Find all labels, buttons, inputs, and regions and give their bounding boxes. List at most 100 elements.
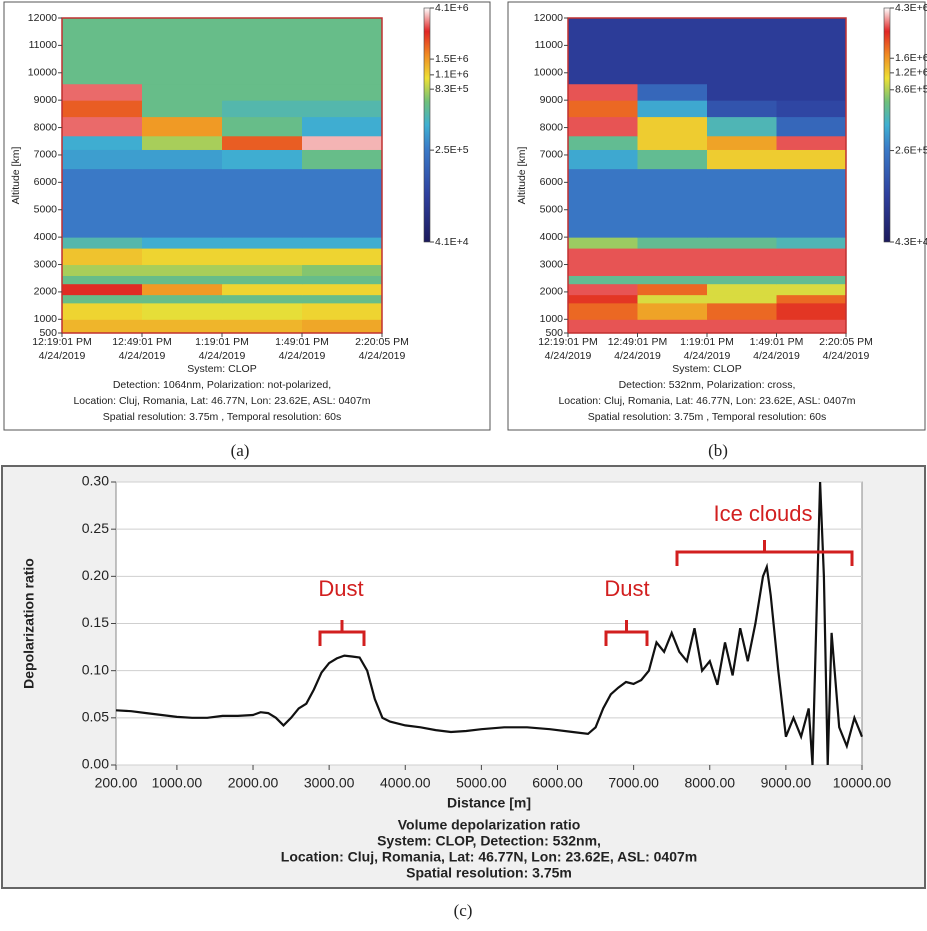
annotation-bracket	[604, 620, 649, 646]
heat-cell	[222, 100, 303, 118]
heat-cell	[222, 294, 303, 304]
heat-cell	[637, 237, 708, 249]
x-tick-label: 12:19:01 PM	[32, 336, 92, 348]
x-tick-label: 1:19:01 PM	[680, 336, 734, 348]
annotation: Dust	[604, 576, 649, 601]
x-tick-date: 4/24/2019	[545, 350, 592, 362]
caption: Detection: 1064nm, Polarization: not-pol…	[113, 379, 331, 391]
heat-cell	[62, 135, 143, 150]
heat-cell	[62, 149, 143, 170]
colorbar-tick-label: 4.3E+4	[895, 236, 927, 248]
heat-cell	[637, 18, 708, 85]
heat-cell	[62, 248, 143, 266]
heat-cell	[142, 168, 223, 238]
heat-cell	[776, 100, 847, 118]
heat-cell	[222, 264, 303, 276]
heat-cell	[637, 275, 708, 285]
heat-cell	[707, 237, 777, 249]
heat-cell	[637, 248, 708, 266]
heat-cell	[142, 135, 223, 150]
heat-cell	[142, 264, 223, 276]
heat-cell	[222, 302, 303, 320]
heat-cell	[62, 294, 143, 304]
annotation: Dust	[318, 576, 363, 601]
heat-cell	[776, 149, 847, 170]
heat-cell	[222, 319, 303, 334]
heat-cell	[222, 275, 303, 285]
y-tick-label: 3000	[540, 258, 564, 270]
x-tick-label: 7000.00	[608, 775, 659, 791]
x-tick-date: 4/24/2019	[279, 350, 326, 362]
y-tick-label: 11000	[535, 39, 564, 51]
heat-cell	[142, 275, 223, 285]
heat-cell	[568, 237, 638, 249]
y-tick-label: 12000	[534, 12, 563, 24]
heat-cell	[142, 302, 223, 320]
x-tick-label: 1:49:01 PM	[750, 336, 804, 348]
y-tick-label: 0.30	[82, 473, 109, 489]
x-tick-date: 4/24/2019	[823, 350, 870, 362]
heat-cell	[142, 294, 223, 304]
colorbar-tick-label: 1.2E+6	[895, 67, 927, 79]
annotation-bracket	[675, 540, 854, 566]
y-tick-label: 4000	[540, 231, 564, 243]
heat-cell	[707, 116, 777, 137]
y-tick-label: 2000	[540, 286, 564, 298]
heat-cell	[62, 168, 143, 238]
y-tick-label: 11000	[29, 39, 58, 51]
y-tick-label: 10000	[28, 67, 57, 79]
x-tick-date: 4/24/2019	[684, 350, 731, 362]
heat-cell	[707, 83, 777, 101]
y-tick-label: 9000	[34, 94, 58, 106]
x-tick-date: 4/24/2019	[614, 350, 661, 362]
heat-cell	[222, 135, 303, 150]
y-tick-label: 5000	[540, 204, 564, 216]
x-tick-date: 4/24/2019	[39, 350, 86, 362]
caption: Spatial resolution: 3.75m , Temporal res…	[103, 411, 342, 423]
caption: Location: Cluj, Romania, Lat: 46.77N, Lo…	[281, 849, 697, 865]
heat-cell	[776, 264, 847, 276]
heat-cell	[776, 116, 847, 137]
y-tick-label: 6000	[34, 176, 58, 188]
heat-cell	[637, 83, 708, 101]
y-tick-label: 2000	[34, 286, 58, 298]
x-tick-label: 12:49:01 PM	[112, 336, 172, 348]
x-tick-date: 4/24/2019	[753, 350, 800, 362]
colorbar-tick-label: 2.5E+5	[435, 144, 469, 156]
heat-cell	[568, 264, 638, 276]
heat-cell	[637, 100, 708, 118]
heat-cell	[707, 275, 777, 285]
heat-cell	[568, 168, 638, 238]
y-tick-label: 6000	[540, 176, 564, 188]
heat-cell	[62, 83, 143, 101]
colorbar-tick-label: 4.1E+6	[435, 2, 469, 14]
heat-cell	[62, 18, 143, 85]
x-tick-label: 12:49:01 PM	[608, 336, 668, 348]
y-tick-label: 9000	[540, 94, 564, 106]
heat-cell	[222, 83, 303, 101]
x-tick-label: 2000.00	[228, 775, 279, 791]
heat-cell	[222, 237, 303, 249]
heat-cell	[302, 18, 383, 85]
colorbar-tick-label: 8.6E+5	[895, 84, 927, 96]
x-tick-label: 4000.00	[380, 775, 431, 791]
caption: System: CLOP	[672, 363, 741, 375]
heat-cell	[568, 248, 638, 266]
heat-cell	[302, 319, 383, 334]
panel-label: (a)	[231, 441, 250, 460]
heat-cell	[302, 275, 383, 285]
y-tick-label: 0.00	[82, 756, 109, 772]
heat-cell	[62, 116, 143, 137]
heat-cell	[568, 18, 638, 85]
y-tick-label: 7000	[540, 149, 564, 161]
caption: System: CLOP, Detection: 532nm,	[377, 833, 601, 849]
y-tick-label: 1000	[540, 313, 564, 325]
x-tick-label: 6000.00	[532, 775, 583, 791]
heat-cell	[62, 100, 143, 118]
heat-cell	[302, 149, 383, 170]
x-tick-date: 4/24/2019	[119, 350, 166, 362]
y-tick-label: 5000	[34, 204, 58, 216]
y-tick-label: 8000	[540, 121, 564, 133]
heat-cell	[707, 302, 777, 320]
heat-cell	[637, 294, 708, 304]
